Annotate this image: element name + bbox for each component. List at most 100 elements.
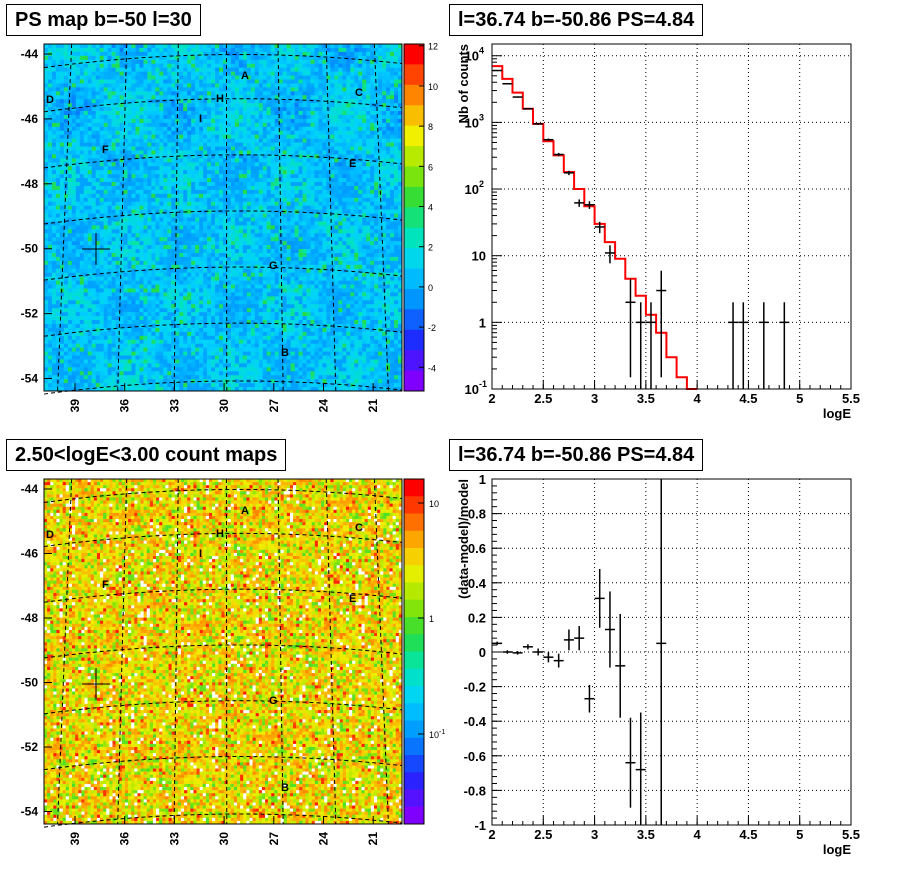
count-map-frame [43,478,403,825]
ps-map-ytick-label: -46 [21,112,39,126]
count-map-ytick-label: -46 [21,547,39,561]
spectrum-xtick-label: 2.5 [534,391,552,406]
spectrum-ytick-label: 10 [465,115,479,130]
count-map-panel: -44 -46 -48 -50 -52 -54 39 36 33 30 27 24 21 A B C D E F G H… [21,478,445,846]
ps-map-xtick-label: 27 [267,399,281,413]
residual-ytick-label: -0.4 [464,714,487,729]
count-map-xtick-label: 39 [68,832,82,846]
count-map-xtick-label: 33 [167,832,181,846]
count-colorbar-tick-label: 10 [429,499,439,509]
ps-map-source-label: I [199,113,202,125]
count-map-source-label: H [216,528,224,540]
residual-ytick-label: -0.8 [464,783,486,798]
spectrum-ytick-exponent: 2 [479,179,484,189]
ps-colorbar-tick-label: -4 [428,363,436,373]
ps-map-source-label: G [269,260,278,272]
residual-xtick-label: 5 [796,827,803,842]
ps-map-source-label: D [46,94,54,106]
count-map-source-label: F [102,579,109,591]
ps-map-ytick-label: -52 [21,307,39,321]
spectrum-ytick-label: 10 [465,382,479,397]
tl-panel-title: PS map b=-50 l=30 [6,4,201,36]
ps-map-source-label: E [349,158,356,170]
count-map-source-label: I [199,548,202,560]
spectrum-frame [491,43,852,390]
ps-colorbar: 12 10 8 6 4 2 0 -2 -4 [403,42,438,392]
ps-colorbar-tick-label: 4 [428,203,433,213]
residual-xtick-label: 2.5 [534,827,552,842]
count-map-source-label: A [241,505,249,517]
spectrum-ytick-exponent: 4 [479,46,484,56]
count-map-source-label: E [349,593,356,605]
count-map-ytick-label: -52 [21,740,39,754]
ps-map-xtick-label: 36 [118,399,132,413]
bl-panel-title: 2.50<logE<3.00 count maps [6,439,287,471]
spectrum-xtick-label: 4 [694,391,702,406]
count-colorbar-tick-label: 10-1 [429,729,445,740]
residual-frame [491,478,852,826]
residual-xtick-label: 5.5 [842,827,860,842]
spectrum-ytick-label: 1 [479,315,486,330]
count-map-ytick-label: -48 [21,611,39,625]
ps-colorbar-tick-label: 0 [428,283,433,293]
count-map-ytick-label: -54 [21,805,39,819]
ps-colorbar-tick-label: 12 [428,42,438,52]
spectrum-xlabel: logE [823,406,851,421]
residual-ytick-label: -1 [474,818,486,833]
count-map-ytick-label: -50 [21,676,39,690]
spectrum-xtick-label: 2 [488,391,495,406]
ps-map-gridlines [43,43,403,395]
count-map-source-label: D [46,529,54,541]
residual-xtick-label: 3 [591,827,598,842]
count-colorbar: 10 1 10-1 [403,478,445,825]
ps-map-source-label: C [355,87,363,99]
residual-ytick-label: 1 [479,472,486,487]
residual-xtick-label: 3.5 [637,827,655,842]
count-map-source-label: B [281,782,289,794]
ps-map-heatmap [44,44,403,392]
ps-map-ytick-label: -54 [21,372,39,386]
ps-colorbar-tick-label: 10 [428,82,438,92]
ps-map-xtick-label: 39 [68,399,82,413]
residual-xtick-label: 4.5 [739,827,757,842]
count-map-source-label: C [355,522,363,534]
count-map-xtick-label: 36 [118,832,132,846]
residual-ytick-label: -0.6 [464,749,486,764]
count-map-xtick-label: 27 [267,832,281,846]
spectrum-xtick-label: 5 [796,391,803,406]
count-map-ytick-label: -44 [21,482,39,496]
br-panel-title: l=36.74 b=-50.86 PS=4.84 [449,439,704,471]
spectrum-ytick-exponent: 3 [479,112,484,122]
residual-xtick-label: 4 [694,827,702,842]
ps-colorbar-tick-label: 6 [428,162,433,172]
spectrum-ytick-label: 10 [465,182,479,197]
residual-ytick-label: 0.6 [468,541,486,556]
residual-xtick-label: 2 [488,827,495,842]
residual-ylabel: (data-model)/model [456,479,471,599]
ps-map-ytick-label: -48 [21,177,39,191]
ps-colorbar-tick-label: 8 [428,122,433,132]
spectrum-xtick-label: 5.5 [842,391,860,406]
ps-map-source-label: A [241,70,249,82]
residual-ytick-label: 0.2 [468,610,486,625]
ps-map-ytick-label: -44 [21,47,39,61]
spectrum-ylabel: Nb of counts [456,44,471,123]
residual-ytick-label: 0 [479,645,486,660]
spectrum-xtick-label: 4.5 [739,391,757,406]
ps-map-ytick-label: -50 [21,242,39,256]
ps-map-xtick-label: 33 [167,399,181,413]
count-map-xtick-label: 24 [317,832,331,846]
count-map-source-label: G [269,695,278,707]
tr-panel-title: l=36.74 b=-50.86 PS=4.84 [449,4,704,36]
ps-map-source-label: H [216,93,224,105]
spectrum-xtick-label: 3.5 [637,391,655,406]
residual-ytick-label: -0.2 [464,680,486,695]
count-colorbar-tick-label: 1 [429,614,434,624]
spectrum-ytick-label: 10 [472,249,486,264]
residual-ytick-label: 0.8 [468,507,486,522]
count-map-gridlines [43,478,403,828]
